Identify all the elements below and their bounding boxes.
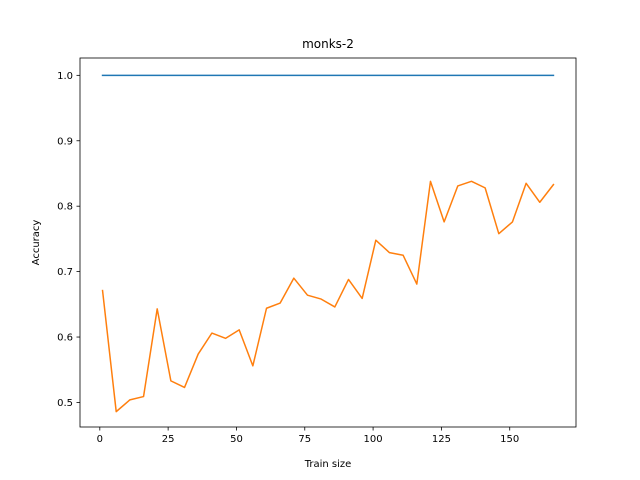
y-tick-label: 0.8 [57, 202, 73, 213]
x-tick-label: 50 [230, 434, 243, 445]
y-tick-label: 0.5 [57, 398, 73, 409]
y-axis: 0.5 0.6 0.7 0.8 0.9 1.0 [57, 71, 80, 409]
x-tick-label: 0 [97, 434, 103, 445]
series-line-2 [101, 180, 555, 413]
x-tick-label: 25 [162, 434, 175, 445]
series-layer [101, 74, 555, 413]
x-tick-label: 150 [500, 434, 519, 445]
x-tick-label: 100 [364, 434, 383, 445]
x-axis: 0 25 50 75 100 125 150 [97, 427, 519, 445]
y-tick-label: 1.0 [57, 71, 73, 82]
x-axis-label: Train size [304, 459, 352, 470]
chart-title: monks-2 [302, 37, 354, 51]
x-tick-label: 75 [298, 434, 311, 445]
plot-frame [79, 57, 577, 428]
x-tick-label: 125 [432, 434, 451, 445]
y-tick-label: 0.6 [57, 333, 73, 344]
y-tick-label: 0.7 [57, 267, 73, 278]
y-axis-label: Accuracy [31, 220, 42, 266]
y-tick-label: 0.9 [57, 136, 73, 147]
